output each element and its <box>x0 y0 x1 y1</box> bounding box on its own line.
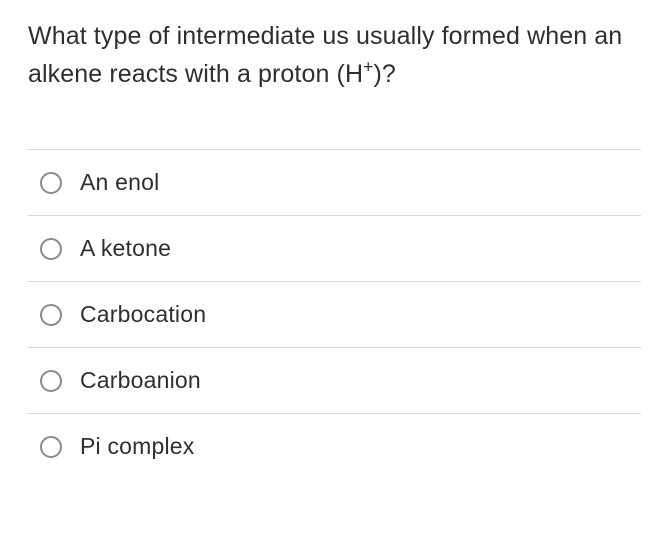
option-row[interactable]: A ketone <box>28 215 641 281</box>
question-text: What type of intermediate us usually for… <box>28 18 641 93</box>
option-row[interactable]: Pi complex <box>28 413 641 479</box>
option-label: A ketone <box>80 235 171 262</box>
radio-icon[interactable] <box>40 304 62 326</box>
option-label: Pi complex <box>80 433 194 460</box>
radio-icon[interactable] <box>40 436 62 458</box>
option-row[interactable]: Carboanion <box>28 347 641 413</box>
option-label: An enol <box>80 169 159 196</box>
option-label: Carbocation <box>80 301 206 328</box>
radio-icon[interactable] <box>40 238 62 260</box>
option-row[interactable]: Carbocation <box>28 281 641 347</box>
option-label: Carboanion <box>80 367 201 394</box>
question-prefix: What type of intermediate us usually for… <box>28 22 622 88</box>
radio-icon[interactable] <box>40 172 62 194</box>
question-superscript: + <box>363 56 373 76</box>
option-row[interactable]: An enol <box>28 149 641 215</box>
question-suffix: )? <box>373 60 395 88</box>
options-list: An enol A ketone Carbocation Carboanion … <box>28 149 641 479</box>
radio-icon[interactable] <box>40 370 62 392</box>
